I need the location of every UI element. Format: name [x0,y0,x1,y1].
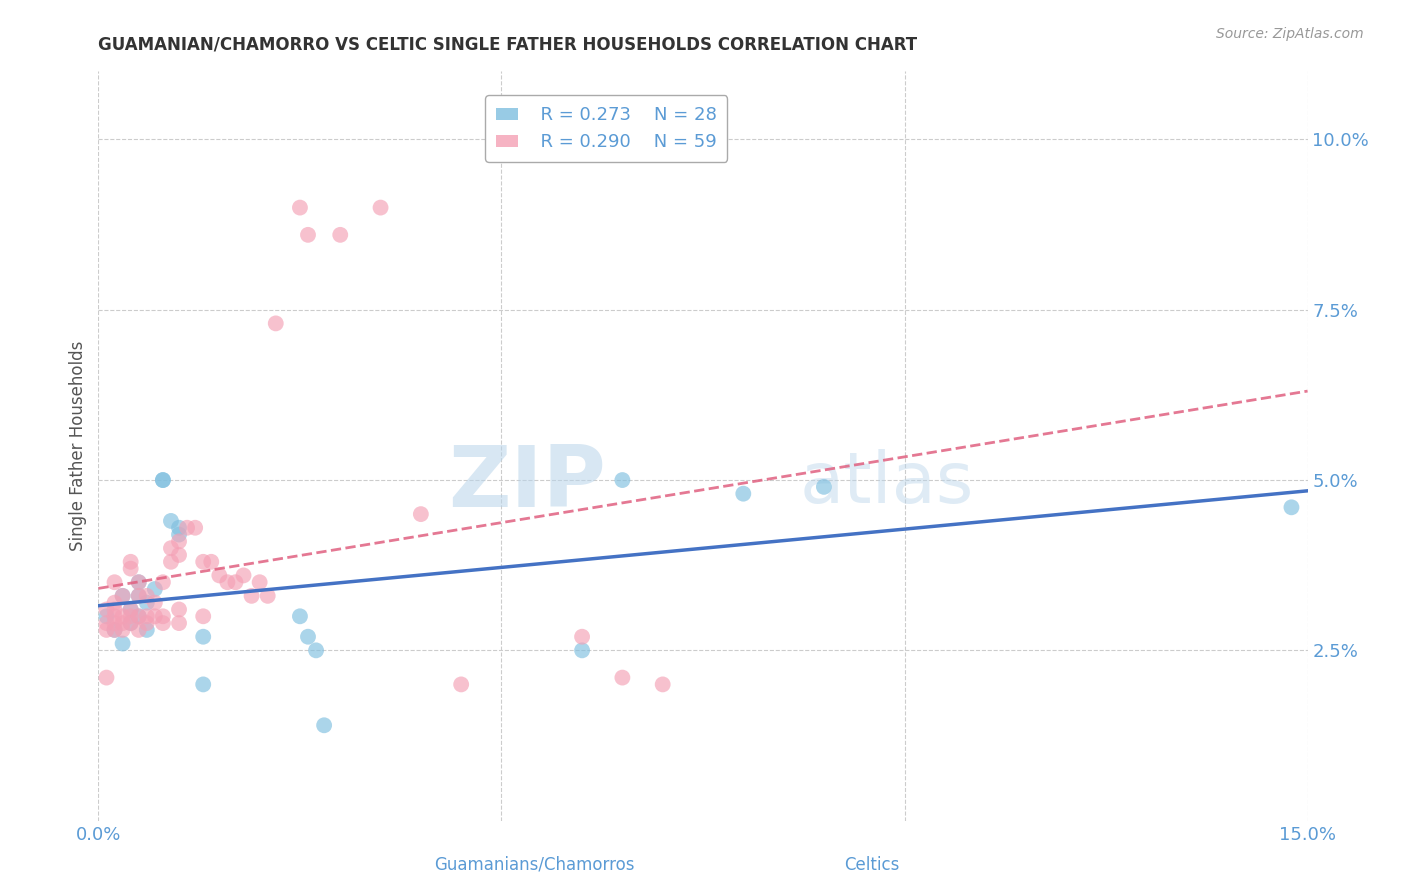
Point [288,609,311,624]
Point [103,602,125,616]
Point [256,589,278,603]
Point [103,623,125,637]
Point [96,609,118,624]
Point [176,521,198,535]
Point [264,317,287,331]
Point [120,602,142,616]
Point [297,630,319,644]
Point [103,596,125,610]
Point [128,575,150,590]
Point [103,616,125,631]
Point [103,623,125,637]
Point [167,548,190,562]
Point [103,575,125,590]
Point [167,527,190,541]
Point [152,616,174,631]
Point [152,473,174,487]
Point [96,616,118,631]
Point [571,643,593,657]
Point [152,473,174,487]
Point [232,568,254,582]
Point [305,643,328,657]
Point [249,575,271,590]
Point [103,609,125,624]
Point [193,555,215,569]
Point [152,575,174,590]
Point [120,616,142,631]
Text: GUAMANIAN/CHAMORRO VS CELTIC SINGLE FATHER HOUSEHOLDS CORRELATION CHART: GUAMANIAN/CHAMORRO VS CELTIC SINGLE FATH… [98,36,918,54]
Point [128,575,150,590]
Legend:   R = 0.273    N = 28,   R = 0.290    N = 59: R = 0.273 N = 28, R = 0.290 N = 59 [485,95,727,162]
Point [200,555,222,569]
Point [167,534,190,549]
Y-axis label: Single Father Households: Single Father Households [69,341,87,551]
Point [120,609,142,624]
Point [111,609,134,624]
Point [167,616,190,631]
Point [143,596,166,610]
Text: atlas: atlas [800,449,974,518]
Point [329,227,352,242]
Point [297,227,319,242]
Point [120,555,142,569]
Point [111,623,134,637]
Point [120,561,142,575]
Point [128,589,150,603]
Point [128,609,150,624]
Point [193,630,215,644]
Text: Guamanians/Chamorros: Guamanians/Chamorros [434,855,634,873]
Text: ZIP: ZIP [449,442,606,525]
Point [135,609,157,624]
Point [612,671,634,685]
Point [208,568,231,582]
Point [813,480,835,494]
Point [135,616,157,631]
Point [193,609,215,624]
Point [288,201,311,215]
Point [152,609,174,624]
Point [314,718,336,732]
Point [167,602,190,616]
Point [240,589,263,603]
Point [135,623,157,637]
Point [128,589,150,603]
Point [128,623,150,637]
Point [111,589,134,603]
Point [120,616,142,631]
Point [160,514,183,528]
Point [167,521,190,535]
Point [135,596,157,610]
Point [96,671,118,685]
Point [1281,500,1303,515]
Point [111,636,134,650]
Point [111,589,134,603]
Point [111,616,134,631]
Point [224,575,246,590]
Point [143,609,166,624]
Point [193,677,215,691]
Point [217,575,239,590]
Text: Celtics: Celtics [844,855,900,873]
Point [571,630,593,644]
Point [143,582,166,596]
Point [96,623,118,637]
Point [135,589,157,603]
Point [160,541,183,556]
Point [612,473,634,487]
Point [184,521,207,535]
Point [96,602,118,616]
Point [160,555,183,569]
Point [370,201,392,215]
Point [733,486,755,500]
Text: Source: ZipAtlas.com: Source: ZipAtlas.com [1216,27,1364,41]
Point [128,609,150,624]
Point [450,677,472,691]
Point [409,507,432,521]
Point [651,677,673,691]
Point [120,602,142,616]
